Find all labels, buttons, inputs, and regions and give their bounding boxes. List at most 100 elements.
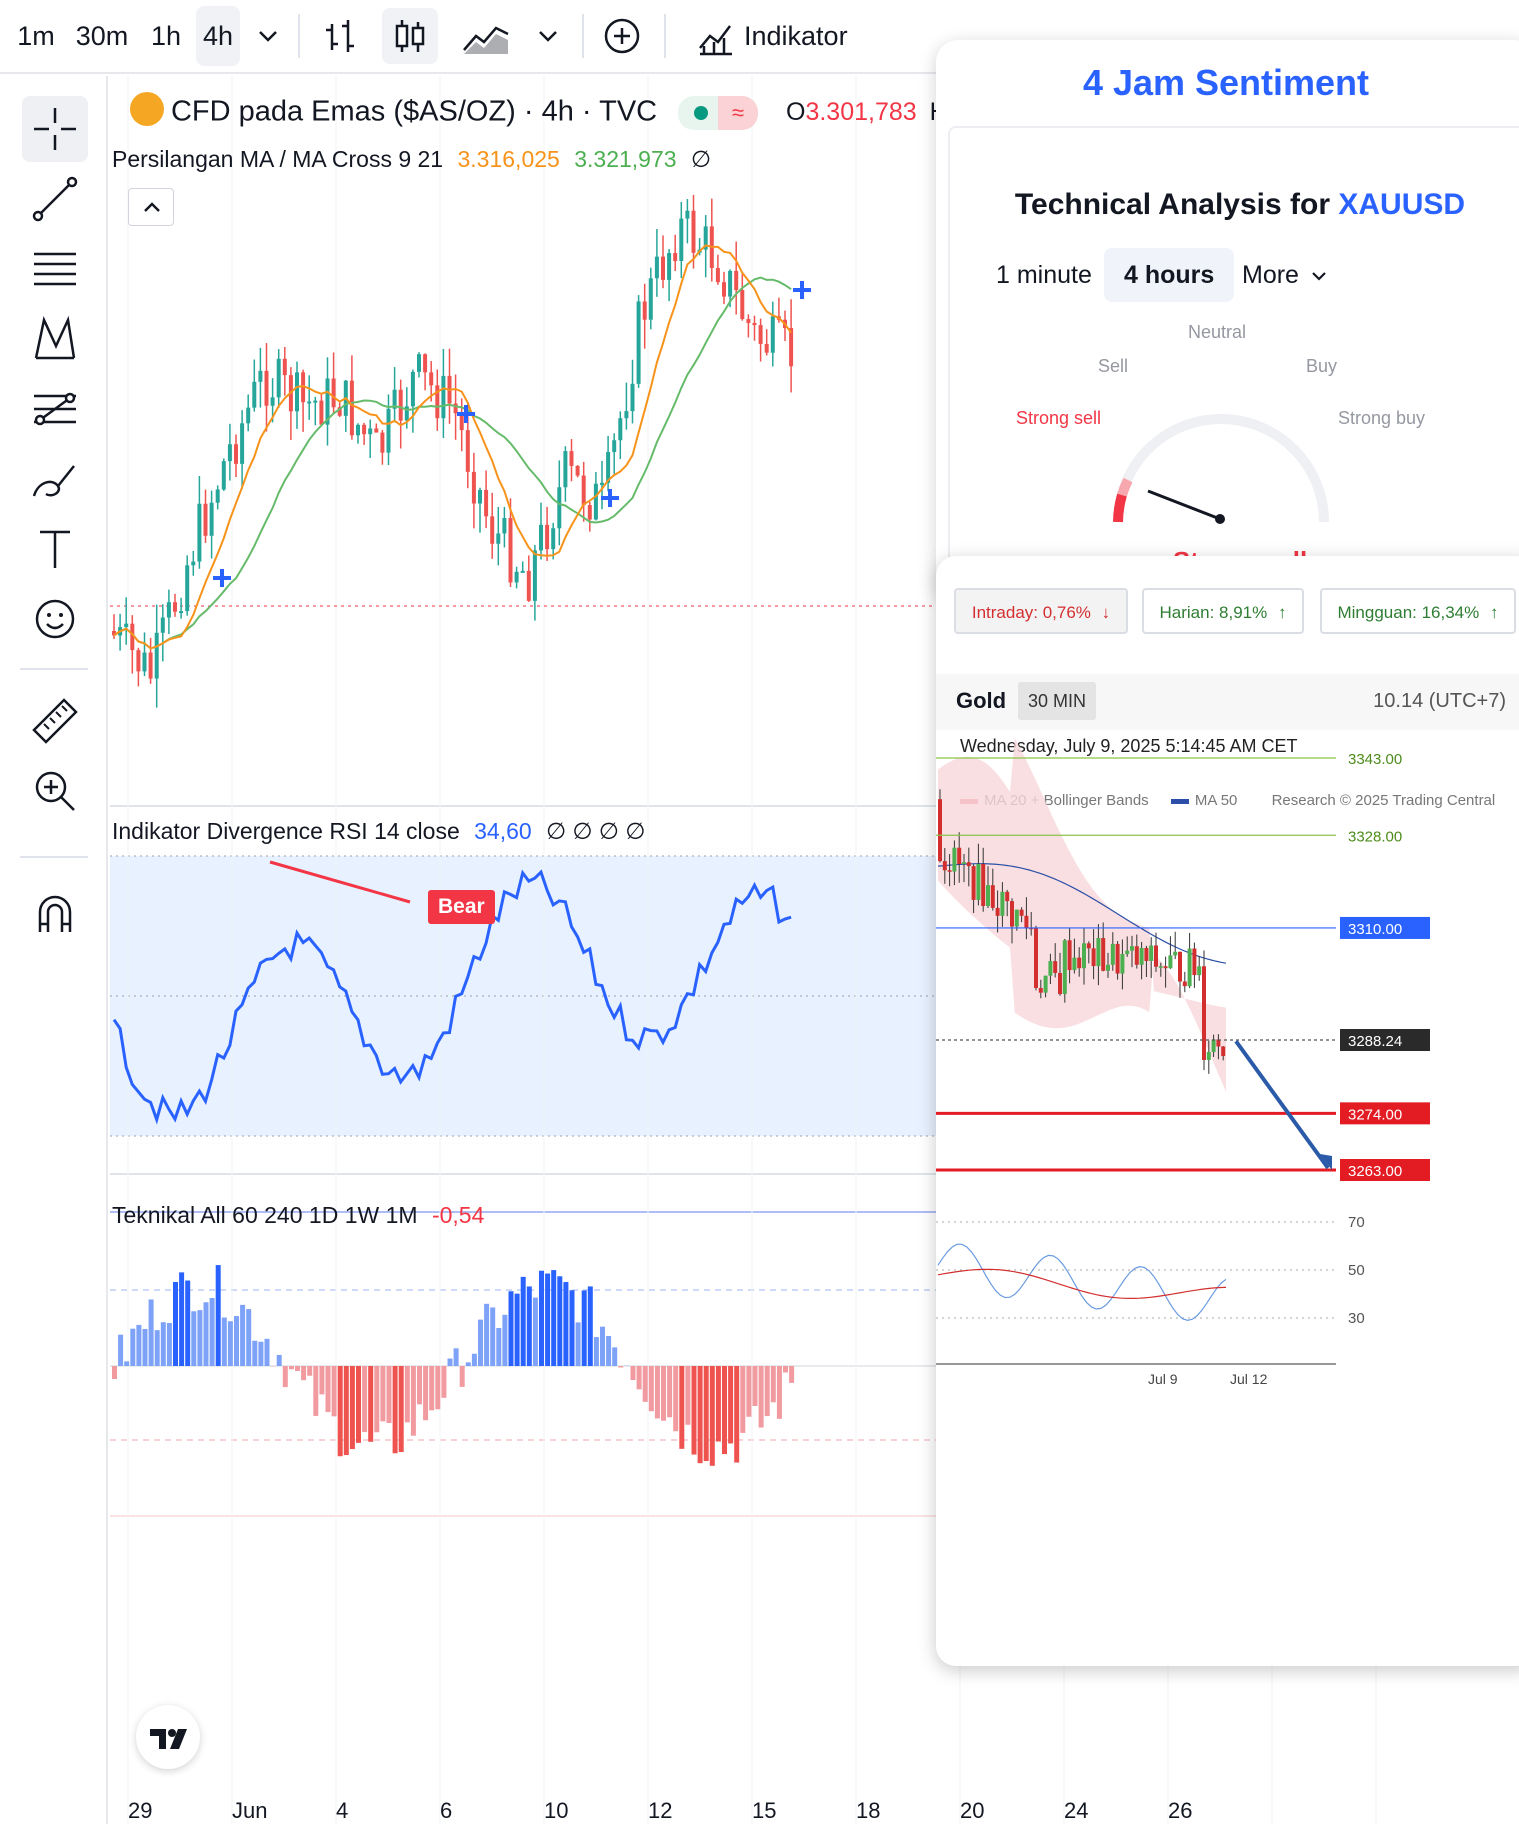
last-price-3288-tag — [1340, 1029, 1430, 1052]
technical-analysis-heading: Technical Analysis for XAUUSD — [950, 188, 1519, 222]
ma-cross-legend[interactable]: Persilangan MA / MA Cross 9 21 3.316,025… — [112, 146, 711, 173]
timeframe-30m-button[interactable]: 30m — [75, 21, 129, 51]
pattern-icon[interactable] — [22, 306, 88, 372]
zoom-in-icon[interactable] — [22, 758, 88, 824]
technical-analysis-symbol[interactable]: XAUUSD — [1338, 188, 1466, 221]
date-axis-label: 4 — [336, 1798, 348, 1823]
collapse-legend-button[interactable] — [128, 188, 174, 226]
emoji-icon[interactable] — [22, 586, 88, 652]
candle-body — [508, 518, 513, 583]
candle-body — [380, 432, 385, 453]
timezone-label: 10.14 (UTC+7) — [1373, 690, 1506, 712]
text-tool-icon[interactable] — [22, 516, 88, 582]
tech-histogram-bar — [703, 1366, 709, 1462]
indicators-icon[interactable] — [688, 8, 744, 64]
gold-candle-body — [947, 870, 952, 872]
tech-histogram-bar — [490, 1307, 496, 1366]
tradingview-logo[interactable] — [136, 1705, 200, 1769]
tech-histogram-bar — [227, 1321, 233, 1366]
tech-histogram-bar — [386, 1366, 392, 1424]
indicators-button[interactable]: Indikator — [744, 21, 848, 51]
candle-body — [703, 226, 708, 250]
tech-histogram-bar — [435, 1366, 441, 1410]
area-chart-type-icon[interactable] — [458, 8, 518, 64]
gold-candle-body — [1154, 945, 1158, 967]
tech-histogram-bar — [154, 1330, 160, 1366]
candle-body — [667, 253, 672, 280]
trend-line-icon[interactable] — [22, 166, 88, 232]
gold-candle-body — [1134, 946, 1139, 965]
rsi-legend[interactable]: Indikator Divergence RSI 14 close 34,60 … — [112, 818, 645, 845]
chart-type-chevron-down-icon[interactable] — [520, 8, 570, 64]
symbol-title[interactable]: CFD pada Emas ($AS/OZ) · 4h · TVC — [170, 95, 658, 128]
tech-histogram-bar — [313, 1366, 319, 1416]
bear-divergence-label: Bear — [428, 890, 495, 924]
candle-body — [539, 524, 543, 551]
date-axis-label: 12 — [648, 1798, 672, 1823]
technical-legend[interactable]: Teknikal All 60 240 1D 1W 1M -0,54 — [112, 1202, 484, 1229]
tab-1-minute[interactable]: 1 minute — [996, 261, 1092, 289]
magnet-icon[interactable] — [22, 882, 88, 948]
daily-performance-badge[interactable]: Harian: 8,91% ↑ — [1142, 588, 1304, 634]
candle-body — [404, 406, 409, 421]
candle-body — [270, 397, 275, 406]
candle-body — [532, 550, 537, 601]
candle-body — [166, 602, 171, 618]
gold-candle-body — [1043, 975, 1048, 993]
intraday-performance-badge[interactable]: Intraday: 0,76% ↓ — [954, 588, 1128, 634]
tech-histogram-bar — [545, 1273, 551, 1366]
tab-more[interactable]: More — [1222, 248, 1348, 302]
timeframe-chevron-down-icon[interactable] — [240, 8, 290, 64]
horizontal-lines-icon[interactable] — [22, 236, 88, 302]
crosshair-icon[interactable] — [22, 96, 88, 162]
gold-candle-body — [1014, 909, 1019, 927]
ma-fast-line — [113, 244, 792, 650]
weekly-performance-badge[interactable]: Mingguan: 16,34% ↑ — [1320, 588, 1516, 634]
candle-body — [624, 411, 629, 419]
candles-chart-type-icon[interactable] — [382, 8, 438, 64]
tech-histogram-bar — [691, 1366, 697, 1455]
tech-histogram-bar — [764, 1366, 770, 1417]
candle-body — [313, 400, 318, 403]
compare-symbol-plus-icon[interactable] — [594, 8, 650, 64]
gold-candle-body — [1077, 957, 1082, 969]
brush-icon[interactable] — [22, 446, 88, 512]
arrow-up-icon: ↑ — [1490, 603, 1499, 622]
tech-histogram-bar — [136, 1324, 142, 1366]
timeframe-1m-button[interactable]: 1m — [17, 21, 55, 51]
tech-histogram-bar — [612, 1347, 618, 1366]
tech-histogram-bar — [526, 1286, 532, 1366]
timeframe-1h-button[interactable]: 1h — [150, 21, 182, 51]
candle-body — [661, 256, 665, 280]
technical-value: -0,54 — [431, 1202, 485, 1228]
gold-candle-body — [1000, 891, 1005, 916]
tech-histogram-bar — [410, 1366, 416, 1436]
tech-histogram-bar — [496, 1328, 502, 1366]
candle-body — [398, 389, 403, 421]
candle-body — [374, 428, 379, 433]
gold-candle-body — [1202, 966, 1206, 1060]
tech-histogram-bar — [301, 1366, 307, 1381]
resistance-3328-label: 3328.00 — [1348, 828, 1402, 845]
candle-body — [478, 489, 482, 504]
tech-histogram-bar — [160, 1322, 166, 1366]
tech-histogram-bar — [264, 1338, 270, 1366]
candle-body — [520, 570, 525, 573]
open-value: 3.301,783 — [805, 98, 917, 126]
candle-body — [600, 482, 604, 485]
forecast-tools-icon[interactable] — [22, 376, 88, 442]
candle-body — [679, 218, 684, 261]
tab-4-hours[interactable]: 4 hours — [1104, 248, 1235, 302]
timeframe-4h-button[interactable]: 4h — [196, 6, 240, 66]
bar-chart-type-icon[interactable] — [314, 8, 370, 64]
candle-body — [246, 407, 251, 424]
tech-histogram-bar — [783, 1366, 788, 1373]
tech-histogram-bar — [453, 1348, 459, 1366]
gold-candle-body — [1034, 928, 1038, 988]
ma-cross-marker — [213, 569, 231, 587]
gold-candle-body — [1115, 943, 1120, 974]
ruler-icon[interactable] — [22, 688, 88, 754]
tech-histogram-bar — [258, 1341, 264, 1366]
candle-body — [715, 267, 720, 283]
market-status-pill[interactable]: ≈ — [678, 96, 758, 130]
